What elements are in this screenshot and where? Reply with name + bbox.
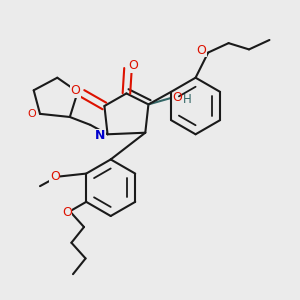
Text: O: O <box>70 84 80 98</box>
Text: O: O <box>50 169 60 183</box>
Text: O: O <box>28 109 37 119</box>
Text: O: O <box>62 206 72 219</box>
Text: O: O <box>172 91 182 104</box>
Text: O: O <box>196 44 206 56</box>
Text: H: H <box>182 93 191 106</box>
Text: O: O <box>128 59 138 72</box>
Text: N: N <box>94 129 105 142</box>
